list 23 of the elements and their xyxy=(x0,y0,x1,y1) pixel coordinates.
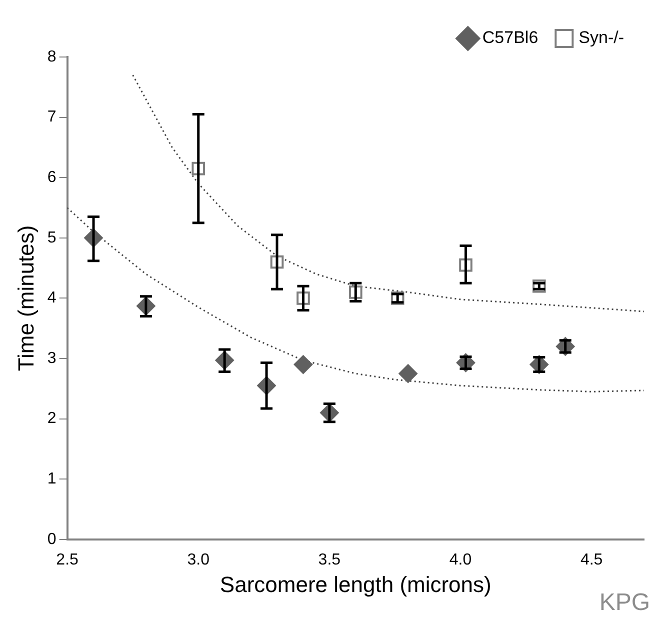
y-tick-label: 1 xyxy=(47,470,56,488)
legend-label: C57Bl6 xyxy=(482,28,538,48)
y-tick-label: 7 xyxy=(47,108,56,126)
y-tick-label: 4 xyxy=(47,290,56,307)
point xyxy=(294,355,313,374)
y-axis-title: Time (minutes) xyxy=(13,225,38,372)
x-tick-label: 2.5 xyxy=(56,551,79,568)
line-series xyxy=(132,74,644,312)
y-tick-label: 0 xyxy=(47,530,56,548)
y-tick-label: 2 xyxy=(47,410,56,428)
y-tick-label: 8 xyxy=(47,48,56,66)
y-tick-label: 6 xyxy=(47,169,56,186)
x-axis-title: Sarcomere length (microns) xyxy=(220,572,492,597)
y-tick-label: 5 xyxy=(47,229,56,246)
point xyxy=(398,364,418,384)
x-tick-label: 4.0 xyxy=(449,551,472,568)
x-tick-label: 3.5 xyxy=(318,551,341,568)
legend-label: Syn-/- xyxy=(578,28,624,48)
x-tick-label: 4.5 xyxy=(580,551,603,568)
y-tick-label: 3 xyxy=(47,350,56,367)
x-tick-label: 3.0 xyxy=(187,551,210,568)
text: KPG xyxy=(599,589,650,617)
line-series xyxy=(67,207,644,392)
